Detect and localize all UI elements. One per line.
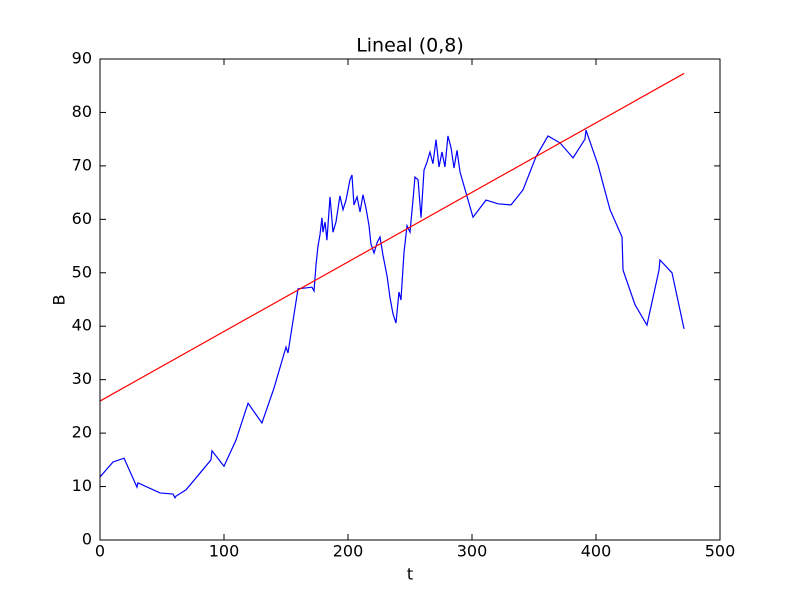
y-tick-label: 0 [82, 530, 92, 549]
y-tick-label: 50 [72, 262, 92, 281]
x-tick-label: 100 [209, 542, 240, 561]
data-line [99, 72, 685, 402]
x-axis-label: t [407, 565, 413, 584]
y-tick-label: 20 [72, 423, 92, 442]
x-tick-label: 400 [581, 542, 612, 561]
x-tick-label: 300 [457, 542, 488, 561]
y-tick-label: 90 [72, 49, 92, 68]
chart-title: Lineal (0,8) [356, 35, 464, 57]
plot-frame [99, 58, 721, 541]
y-tick-label: 70 [72, 155, 92, 174]
x-tick-label: 0 [95, 542, 105, 561]
y-tick-label: 60 [72, 209, 92, 228]
x-tick-label: 200 [333, 542, 364, 561]
y-tick-label: 30 [72, 369, 92, 388]
y-tick-label: 40 [72, 316, 92, 335]
y-tick-label: 80 [72, 102, 92, 121]
x-tick-label: 500 [705, 542, 736, 561]
data-line [99, 129, 685, 499]
y-tick-label: 10 [72, 476, 92, 495]
y-axis-label: B [50, 295, 69, 306]
